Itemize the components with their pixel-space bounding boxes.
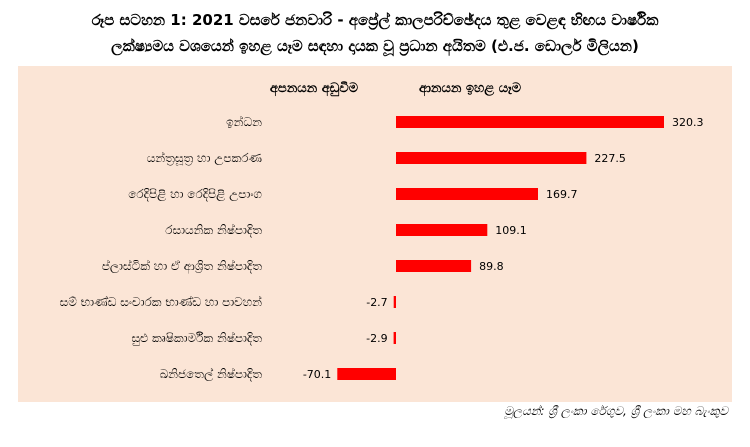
category-label: ඛනිජතෙල් නිෂ්පාදිත <box>160 367 263 382</box>
category-label: ප්ලාස්ටික් හා ඒ ආශ්‍රිත නිෂ්පාදිත <box>102 259 262 274</box>
value-label: 109.1 <box>495 224 527 237</box>
header-export-decrease: අපනයන අඩුවීම <box>270 80 359 97</box>
chart-title-line-2: ලක්ෂ්‍යමය වශයෙන් ඉහළ යෑම සඳහා දායක වූ ප්… <box>111 37 639 55</box>
bar-chart: අපනයන අඩුවීම ආනයන ඉහළ යෑම ඉන්ධන 320.3 යන්ත… <box>60 80 704 382</box>
value-label: -2.9 <box>366 332 387 345</box>
bar <box>396 116 664 128</box>
value-label: 169.7 <box>546 188 578 201</box>
category-label: රෙදිපිළි හා රෙදිපිළි උපාංග <box>128 187 262 202</box>
value-label: -70.1 <box>303 368 331 381</box>
bar <box>393 332 396 344</box>
category-label: සම් භාණ්ඩ සංචාරක භාණ්ඩ හා පාවහන් <box>60 295 263 309</box>
category-label: යන්ත්‍රසූත්‍ර හා උපකරණ <box>147 151 262 166</box>
header-import-increase: ආනයන ඉහළ යෑම <box>419 81 522 97</box>
bar <box>396 260 472 272</box>
bar <box>396 152 587 164</box>
bar <box>396 224 488 236</box>
bar <box>337 368 396 380</box>
bar <box>393 296 396 308</box>
bar <box>396 188 538 200</box>
chart-panel: අපනයන අඩුවීම ආනයන ඉහළ යෑම ඉන්ධන 320.3 යන්ත… <box>18 66 732 402</box>
source-note: මූලයන්: ශ්‍රී ලංකා රේගුව, ශ්‍රී ලංකා මහ … <box>504 404 728 418</box>
chart-title-line-1: රූප සටහන 1: 2021 වසරේ ජනවාරි - අප්‍රේල් … <box>91 11 659 29</box>
value-label: 227.5 <box>594 152 626 165</box>
category-label: රසායනික නිෂ්පාදිත <box>165 223 262 237</box>
category-label: සුළු කෘෂිකාර්මික නිෂ්පාදිත <box>131 331 262 346</box>
value-label: -2.7 <box>366 296 387 309</box>
category-label: ඉන්ධන <box>226 115 262 129</box>
value-label: 89.8 <box>479 260 504 273</box>
value-label: 320.3 <box>672 116 704 129</box>
